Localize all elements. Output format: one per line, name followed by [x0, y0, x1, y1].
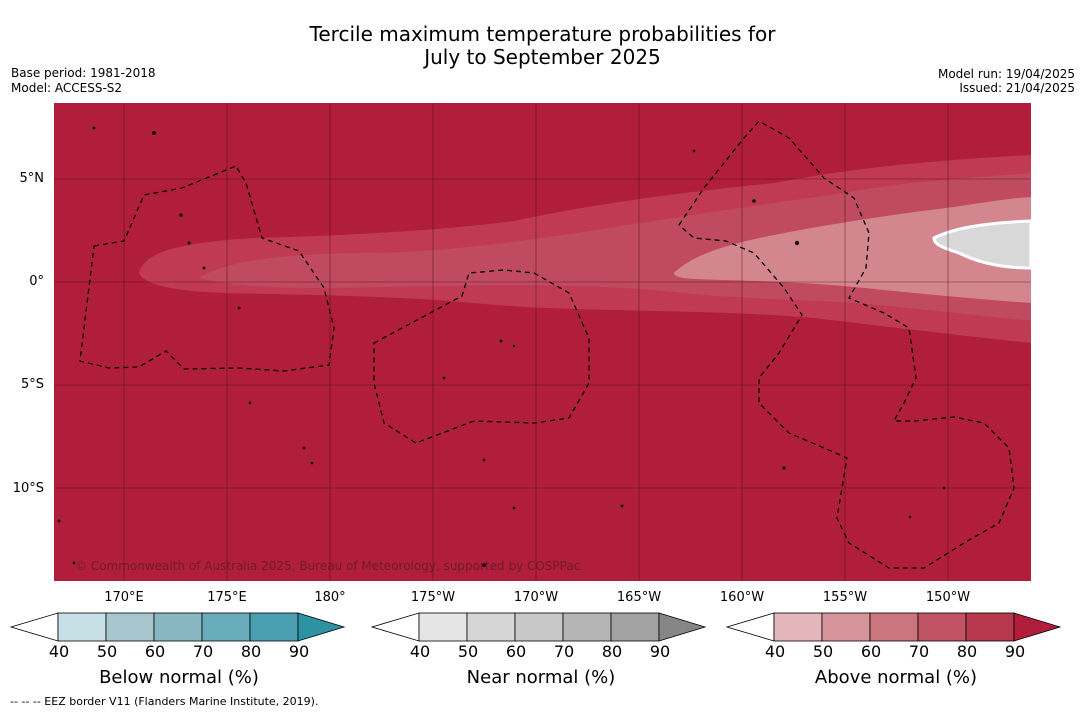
near-colorbar-low-extend: [371, 612, 420, 642]
tick-above-60: 60: [860, 642, 882, 661]
legend-above-normal: [726, 611, 1066, 643]
chart-title-line2: July to September 2025: [424, 45, 661, 69]
near-colorbar-high-extend: [658, 612, 707, 642]
probability-map: [54, 103, 1031, 581]
near-colorbar-bin-5: [610, 612, 660, 642]
graticule: [54, 103, 1031, 581]
above-colorbar-bin-5: [965, 612, 1015, 642]
tick-above-50: 50: [812, 642, 834, 661]
below-colorbar-bin-1: [57, 612, 107, 642]
model-run: Model run: 19/04/2025: [937, 67, 1075, 81]
legend-below-normal: [10, 611, 350, 643]
below-colorbar-bin-4: [201, 612, 251, 642]
above-colorbar-high-extend: [1013, 612, 1062, 642]
tick-near-70: 70: [553, 642, 575, 661]
below-colorbar-bin-5: [249, 612, 299, 642]
colorbar-below: [10, 612, 346, 642]
lon-label-175w: 175°W: [410, 590, 456, 605]
above-colorbar-low-extend: [726, 612, 775, 642]
below-colorbar-low-extend: [10, 612, 59, 642]
tick-below-70: 70: [192, 642, 214, 661]
near-colorbar-bin-4: [562, 612, 612, 642]
above-colorbar-bin-4: [917, 612, 967, 642]
tick-above-80: 80: [956, 642, 978, 661]
tick-below-80: 80: [240, 642, 262, 661]
near-colorbar-bin-2: [466, 612, 516, 642]
below-colorbar-bin-3: [153, 612, 203, 642]
tick-near-60: 60: [505, 642, 527, 661]
eez-border-west: [79, 165, 335, 372]
map-copyright: © Commonwealth of Australia 2025, Bureau…: [75, 559, 581, 573]
legend-title-below: Below normal (%): [99, 667, 259, 688]
above-colorbar-bin-2: [821, 612, 871, 642]
lon-label-180: 180°: [314, 590, 346, 605]
tick-near-40: 40: [409, 642, 431, 661]
tick-near-80: 80: [601, 642, 623, 661]
tick-below-50: 50: [96, 642, 118, 661]
tick-below-40: 40: [48, 642, 70, 661]
lon-label-165w: 165°W: [616, 590, 662, 605]
lon-label-170w: 170°W: [513, 590, 559, 605]
colorbar-near: [371, 612, 707, 642]
tick-near-50: 50: [457, 642, 479, 661]
above-colorbar-bin-3: [869, 612, 919, 642]
lon-label-170e: 170°E: [104, 590, 144, 605]
eez-border-central: [373, 269, 590, 444]
colorbar-above: [726, 612, 1062, 642]
model-name: Model: ACCESS-S2: [11, 81, 123, 95]
lat-label-5s: 5°S: [20, 377, 44, 392]
lon-label-160w: 160°W: [719, 590, 765, 605]
legend-near-normal: [371, 611, 711, 643]
lon-label-150w: 150°W: [925, 590, 971, 605]
tick-above-40: 40: [764, 642, 786, 661]
near-normal-patch: [932, 219, 1031, 270]
eez-footnote: -- -- -- EEZ border V11 (Flanders Marine…: [10, 695, 319, 708]
above-50-band: [674, 197, 1031, 303]
lon-label-175e: 175°E: [207, 590, 247, 605]
above-colorbar-bin-1: [773, 612, 823, 642]
lat-label-0: 0°: [29, 274, 44, 289]
lon-label-155w: 155°W: [822, 590, 868, 605]
near-colorbar-bin-3: [514, 612, 564, 642]
lat-label-5n: 5°N: [19, 171, 45, 186]
tick-near-90: 90: [649, 642, 671, 661]
chart-title-line1: Tercile maximum temperature probabilitie…: [309, 22, 776, 46]
tick-above-70: 70: [908, 642, 930, 661]
eez-border-north: [678, 120, 1015, 569]
legend-title-above: Above normal (%): [814, 667, 978, 688]
tick-above-90: 90: [1004, 642, 1026, 661]
near-colorbar-bin-1: [418, 612, 468, 642]
base-period: Base period: 1981-2018: [11, 66, 156, 80]
below-colorbar-high-extend: [297, 612, 346, 642]
issued-date: Issued: 21/04/2025: [959, 81, 1075, 95]
lat-label-10s: 10°S: [12, 481, 44, 496]
islands: [57, 126, 946, 567]
tick-below-90: 90: [288, 642, 310, 661]
tick-below-60: 60: [144, 642, 166, 661]
below-colorbar-bin-2: [105, 612, 155, 642]
legend-title-near: Near normal (%): [466, 667, 616, 688]
